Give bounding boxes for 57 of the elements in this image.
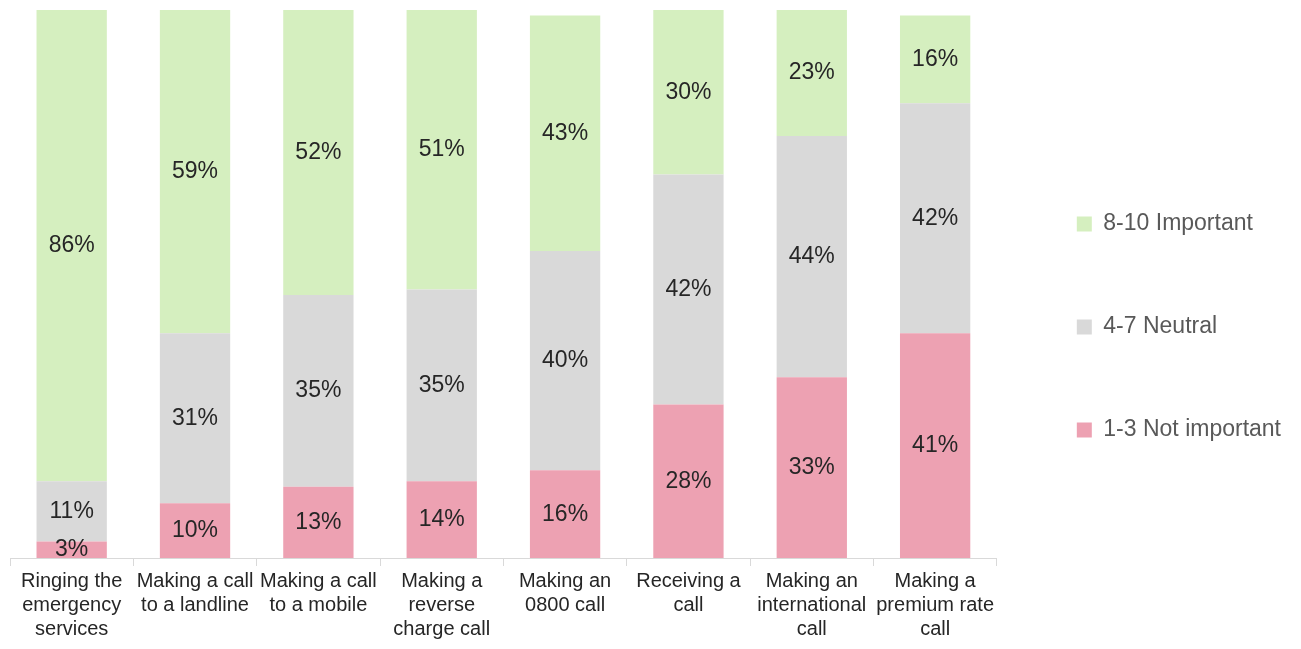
data-label: 35% <box>418 370 465 397</box>
data-label: 11% <box>49 496 94 523</box>
data-label: 13% <box>295 507 342 534</box>
x-tick-label: Making an 0800 call <box>518 568 612 615</box>
bar <box>283 486 354 558</box>
data-label: 30% <box>665 77 712 104</box>
bar <box>406 10 477 290</box>
bar <box>283 10 354 295</box>
bar <box>899 103 971 334</box>
bar <box>899 15 971 104</box>
data-label: 44% <box>788 241 835 268</box>
bar <box>776 136 847 378</box>
x-tick-label: Ringing the emergency services <box>21 568 123 639</box>
bar <box>776 377 847 558</box>
bar <box>159 10 231 334</box>
data-label: 43% <box>542 118 589 145</box>
bar <box>529 251 601 471</box>
data-label: 35% <box>295 376 342 403</box>
x-tick-label: Making an international call <box>757 568 867 639</box>
data-label: 59% <box>172 157 219 183</box>
x-tick-label: Making a call to a landline <box>136 568 254 615</box>
data-label: 40% <box>542 346 589 373</box>
data-label: 41% <box>912 431 959 457</box>
x-tick-label: Making a call to a mobile <box>260 568 377 615</box>
bar <box>283 294 354 487</box>
bar <box>36 10 107 482</box>
x-tick-label: Making a premium rate call <box>876 568 995 639</box>
bar <box>653 174 724 405</box>
x-tick-label: Receiving a call <box>636 568 742 615</box>
data-label: 16% <box>542 499 589 526</box>
bar <box>899 333 971 558</box>
bar <box>776 10 847 137</box>
legend-label: 8-10 Important <box>1103 209 1254 236</box>
data-label: 52% <box>295 137 342 164</box>
bar <box>529 15 601 252</box>
data-label: 3% <box>55 535 89 562</box>
data-label: 42% <box>912 203 959 230</box>
data-label: 33% <box>788 452 835 479</box>
data-label: 51% <box>418 135 465 162</box>
bar <box>529 470 601 558</box>
data-label: 31% <box>172 403 219 430</box>
data-label: 42% <box>665 274 712 301</box>
data-label: 23% <box>788 58 835 85</box>
bar <box>653 10 724 175</box>
legend-label: 1-3 Not important <box>1103 415 1282 442</box>
legend-label: 4-7 Neutral <box>1103 312 1218 339</box>
bar <box>159 503 231 558</box>
bar <box>653 404 724 558</box>
bar <box>159 333 231 504</box>
data-label: 10% <box>172 515 219 542</box>
bar <box>406 481 477 558</box>
data-label: 86% <box>48 230 95 257</box>
data-label: 16% <box>912 44 959 71</box>
data-label: 14% <box>418 504 465 531</box>
data-label: 28% <box>665 466 712 493</box>
bar <box>406 289 477 482</box>
x-tick-label: Making a reverse charge call <box>393 568 491 639</box>
